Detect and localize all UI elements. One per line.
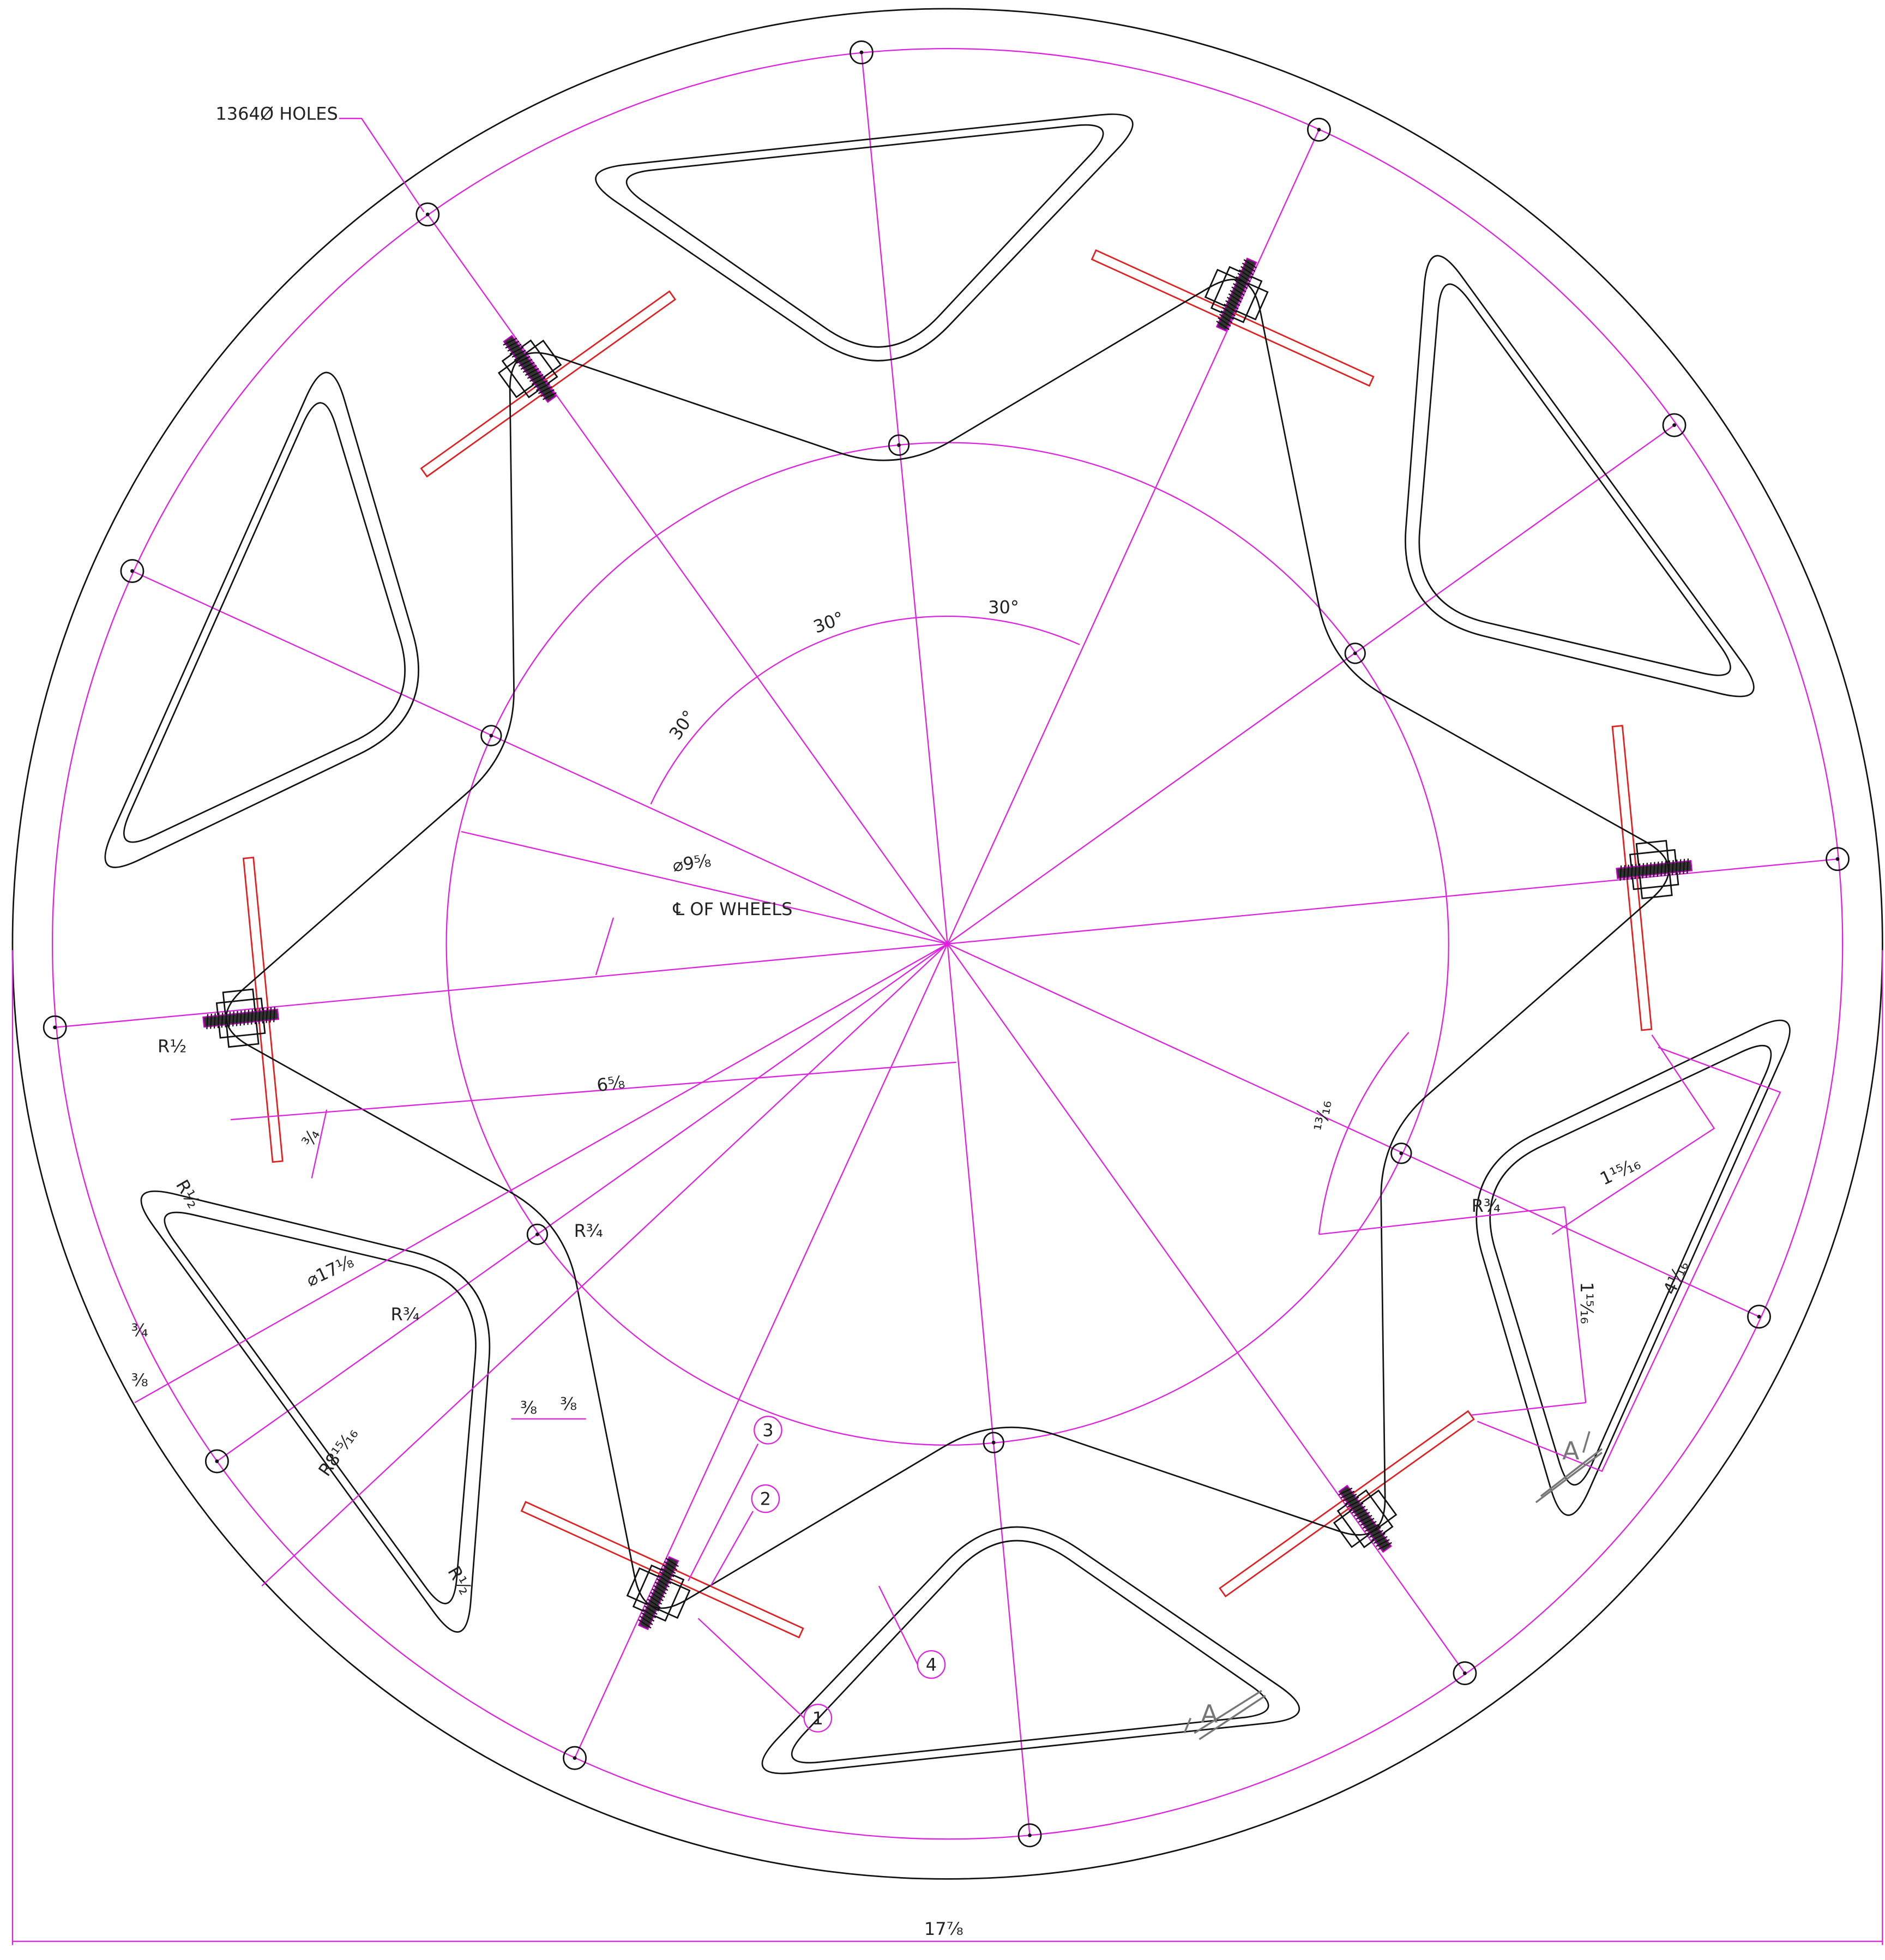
dim-label: 17⅞ — [924, 1919, 963, 1939]
dim-label: ⅜ — [131, 1370, 148, 1391]
hole-center — [489, 734, 493, 737]
hole-center — [992, 1441, 996, 1445]
dim-label: 6⅝ — [595, 1072, 626, 1096]
hole-center — [1672, 423, 1676, 427]
balloon-label: 4 — [926, 1654, 937, 1675]
dim-label: 1¹⁵⁄₁₆ — [1576, 1282, 1597, 1324]
background — [0, 0, 1885, 1960]
balloon-label: 3 — [762, 1420, 773, 1441]
dim-label: ¾ — [131, 1320, 148, 1341]
callout: 1364Ø HOLES — [215, 103, 338, 124]
dim-label: R¾ — [390, 1304, 419, 1325]
hole-center — [1757, 1315, 1761, 1319]
hole-center — [1836, 857, 1840, 861]
dim-label: ⅜ — [560, 1394, 577, 1415]
hole-center — [1028, 1833, 1032, 1837]
hole-center — [426, 213, 430, 217]
hole-center — [1353, 652, 1357, 656]
dim-label: R¾ — [1472, 1195, 1501, 1216]
section-label: A — [1201, 1699, 1218, 1728]
centerline-label: ℄ OF WHEELS — [673, 899, 793, 919]
section-label: A — [1562, 1436, 1579, 1465]
dim-label: ⅜ — [520, 1397, 537, 1418]
hole-center — [53, 1025, 57, 1029]
dim-label: R¾ — [574, 1221, 603, 1241]
hole-center — [897, 443, 901, 447]
hole-center — [573, 1756, 577, 1760]
hole-center — [1399, 1151, 1403, 1155]
angle-label: 30° — [988, 597, 1019, 618]
hole-center — [1463, 1672, 1467, 1675]
balloon-label: 1 — [812, 1708, 823, 1729]
hole-center — [130, 569, 134, 573]
dim-label: R½ — [158, 1036, 186, 1056]
hole-center — [859, 51, 863, 55]
hole-center — [1317, 128, 1321, 131]
balloon-label: 2 — [760, 1488, 771, 1509]
hole-center — [215, 1459, 219, 1463]
drawing: 1364Ø HOLES ℄ OF WHEELS 30° 30° 30° ⌀9⅝ … — [0, 0, 1885, 1960]
hole-center — [535, 1232, 539, 1236]
